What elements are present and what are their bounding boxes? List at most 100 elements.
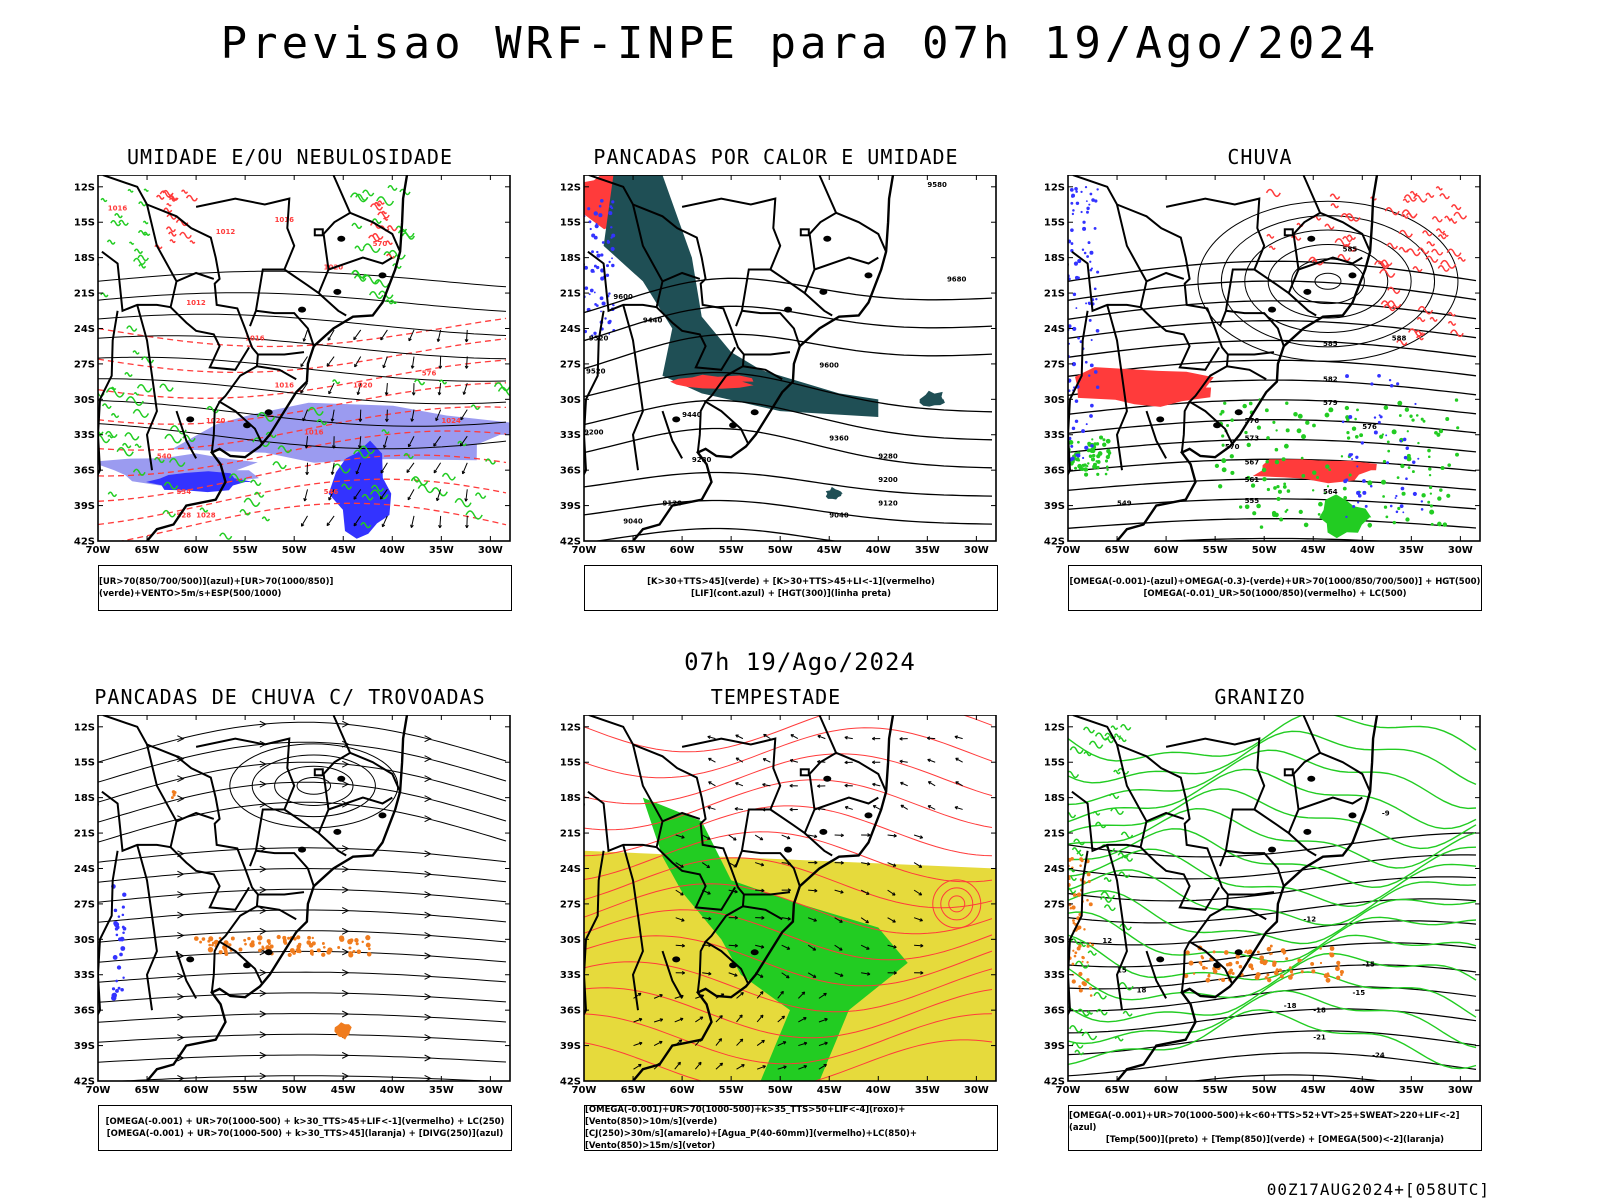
lat-tick-label: 21S (74, 829, 95, 840)
panel-title: PANCADAS POR CALOR E UMIDADE (593, 145, 959, 169)
contour-label: 1012 (186, 299, 206, 307)
lat-tick-label: 36S (1044, 466, 1065, 477)
legend-line: [OMEGA(-0.001)+UR>70(1000-500)+k<60+TTS>… (1069, 1111, 1460, 1133)
lat-tick-label: 15S (560, 218, 581, 229)
lon-tick-label: 35W (915, 1085, 940, 1096)
contour-label: -21 (1313, 1034, 1326, 1042)
forecast-map: 585 588 585 582 579 576 573 570 567 561 555 549 564 5… (1044, 175, 1481, 556)
contour-label: 570 (373, 240, 388, 248)
panel-title: GRANIZO (1214, 685, 1306, 709)
lat-tick-label: 27S (560, 899, 581, 910)
lon-tick-label: 45W (1301, 1085, 1326, 1096)
legend-line: [LIF](cont.azul) + [HGT(300)](linha pret… (690, 589, 892, 599)
legend-line: [OMEGA(-0.001) + UR>70(1000-500) + k>30_… (106, 1129, 504, 1139)
contour-label: -24 (1372, 1051, 1385, 1059)
lat-tick-label: 15S (1044, 758, 1065, 769)
contour-label: 567 (1245, 458, 1260, 466)
panel-pancadas-calor: PANCADAS POR CALOR E UMIDADE 9580 9680 9600… (556, 145, 998, 625)
lon-tick-label: 65W (1105, 545, 1130, 556)
lat-tick-label: 24S (74, 324, 95, 335)
contour-label: 1012 (216, 228, 236, 236)
lat-tick-label: 15S (74, 758, 95, 769)
panel-granizo: GRANIZO -9 -12 -15 -18 -21 -24 -15 -18 12 15 18 12S 1… (1040, 685, 1482, 1165)
lat-tick-label: 33S (1044, 970, 1065, 981)
contour-label: 9040 (623, 517, 643, 525)
lat-tick-label: 12S (1044, 182, 1065, 193)
lon-tick-label: 70W (1056, 1085, 1081, 1096)
lat-tick-label: 30S (1044, 395, 1065, 406)
lat-tick-label: 36S (560, 466, 581, 477)
contour-label: 18 (1137, 986, 1147, 994)
lon-tick-label: 70W (86, 1085, 111, 1096)
lon-tick-label: 50W (1252, 545, 1277, 556)
lon-tick-label: 40W (380, 545, 405, 556)
lon-tick-label: 60W (1154, 1085, 1179, 1096)
lon-tick-label: 50W (768, 545, 793, 556)
lat-tick-label: 27S (1044, 359, 1065, 370)
lat-tick-label: 36S (74, 466, 95, 477)
panel-title: CHUVA (1227, 145, 1293, 169)
lat-tick-label: 42S (1044, 537, 1065, 548)
forecast-field: 1016 1012 1016 1020 1012 1016 1016 1020 1024 1016… (98, 175, 510, 541)
lon-tick-label: 45W (331, 1085, 356, 1096)
map-geography (584, 715, 895, 1081)
legend-line: [OMEGA(-0.001)-(azul)+OMEGA(-0.3)-(verde… (1069, 577, 1481, 587)
lat-tick-label: 24S (560, 864, 581, 875)
lon-tick-label: 35W (1399, 1085, 1424, 1096)
lat-tick-label: 21S (74, 289, 95, 300)
lon-tick-label: 35W (429, 545, 454, 556)
panel-trovoadas: PANCADAS DE CHUVA C/ TROVOADAS 12S 15S 18S 2… (70, 685, 512, 1165)
lat-tick-label: 33S (74, 430, 95, 441)
lat-tick-label: 27S (560, 359, 581, 370)
contour-label: -9 (1382, 809, 1390, 817)
panel-title: TEMPESTADE (710, 685, 842, 709)
panel-title: PANCADAS DE CHUVA C/ TROVOADAS (94, 685, 486, 709)
contour-label: 585 (1343, 246, 1358, 254)
contour-label: 585 (1323, 340, 1338, 348)
lat-tick-label: 15S (560, 758, 581, 769)
lat-tick-label: 21S (560, 829, 581, 840)
lon-tick-label: 70W (86, 545, 111, 556)
legend-line: [OMEGA(-0.001)+UR>70(1000-500)+k>35_TTS>… (585, 1105, 906, 1127)
lon-tick-label: 60W (670, 545, 695, 556)
lon-tick-label: 30W (478, 1085, 503, 1096)
contour-label: 528 (176, 511, 191, 519)
map-geography (1068, 175, 1379, 541)
lat-tick-label: 24S (1044, 324, 1065, 335)
lon-tick-label: 60W (670, 1085, 695, 1096)
contour-label: 549 (1117, 500, 1132, 508)
panel-legend: [OMEGA(-0.001)-(azul)+OMEGA(-0.3)-(verde… (1068, 565, 1482, 611)
contour-label: 588 (1392, 334, 1407, 342)
lat-tick-label: 39S (1044, 501, 1065, 512)
lon-tick-label: 60W (1154, 545, 1179, 556)
legend-line: [OMEGA(-0.001) + UR>70(1000-500) + k>30_… (105, 1117, 505, 1127)
forecast-map: -9 -12 -15 -18 -21 -24 -15 -18 12 15 18 12S 15S 18S 21… (1044, 715, 1481, 1096)
lon-tick-label: 65W (1105, 1085, 1130, 1096)
forecast-field: -9 -12 -15 -18 -21 -24 -15 -18 12 15 18 (1068, 715, 1477, 1081)
lat-tick-label: 36S (74, 1006, 95, 1017)
lon-tick-label: 45W (817, 545, 842, 556)
forecast-map: 9580968096009520944096009520944093609280… (560, 175, 997, 556)
lat-tick-label: 30S (560, 395, 581, 406)
contour-label: 9280 (878, 452, 898, 460)
lon-tick-label: 55W (1203, 1085, 1228, 1096)
contour-label: 546 (324, 488, 339, 496)
map-geography (98, 175, 409, 541)
lon-tick-label: 30W (1448, 1085, 1473, 1096)
lat-tick-label: 42S (560, 537, 581, 548)
contour-label: 1020 (206, 417, 226, 425)
lon-tick-label: 40W (1350, 1085, 1375, 1096)
panel-chuva: CHUVA 585 588 585 582 579 576 573 570 567 561 555 54… (1040, 145, 1482, 625)
contour-label: 1016 (275, 216, 295, 224)
run-footer: 00Z17AUG2024+[058UTC] (1266, 1180, 1490, 1199)
lat-tick-label: 30S (1044, 935, 1065, 946)
lat-tick-label: 18S (560, 793, 581, 804)
contour-label: 576 (1362, 423, 1377, 431)
forecast-field: 585 588 585 582 579 576 573 570 567 561 555 549 564 5… (1068, 175, 1477, 541)
lat-tick-label: 24S (560, 324, 581, 335)
lat-tick-label: 30S (74, 395, 95, 406)
